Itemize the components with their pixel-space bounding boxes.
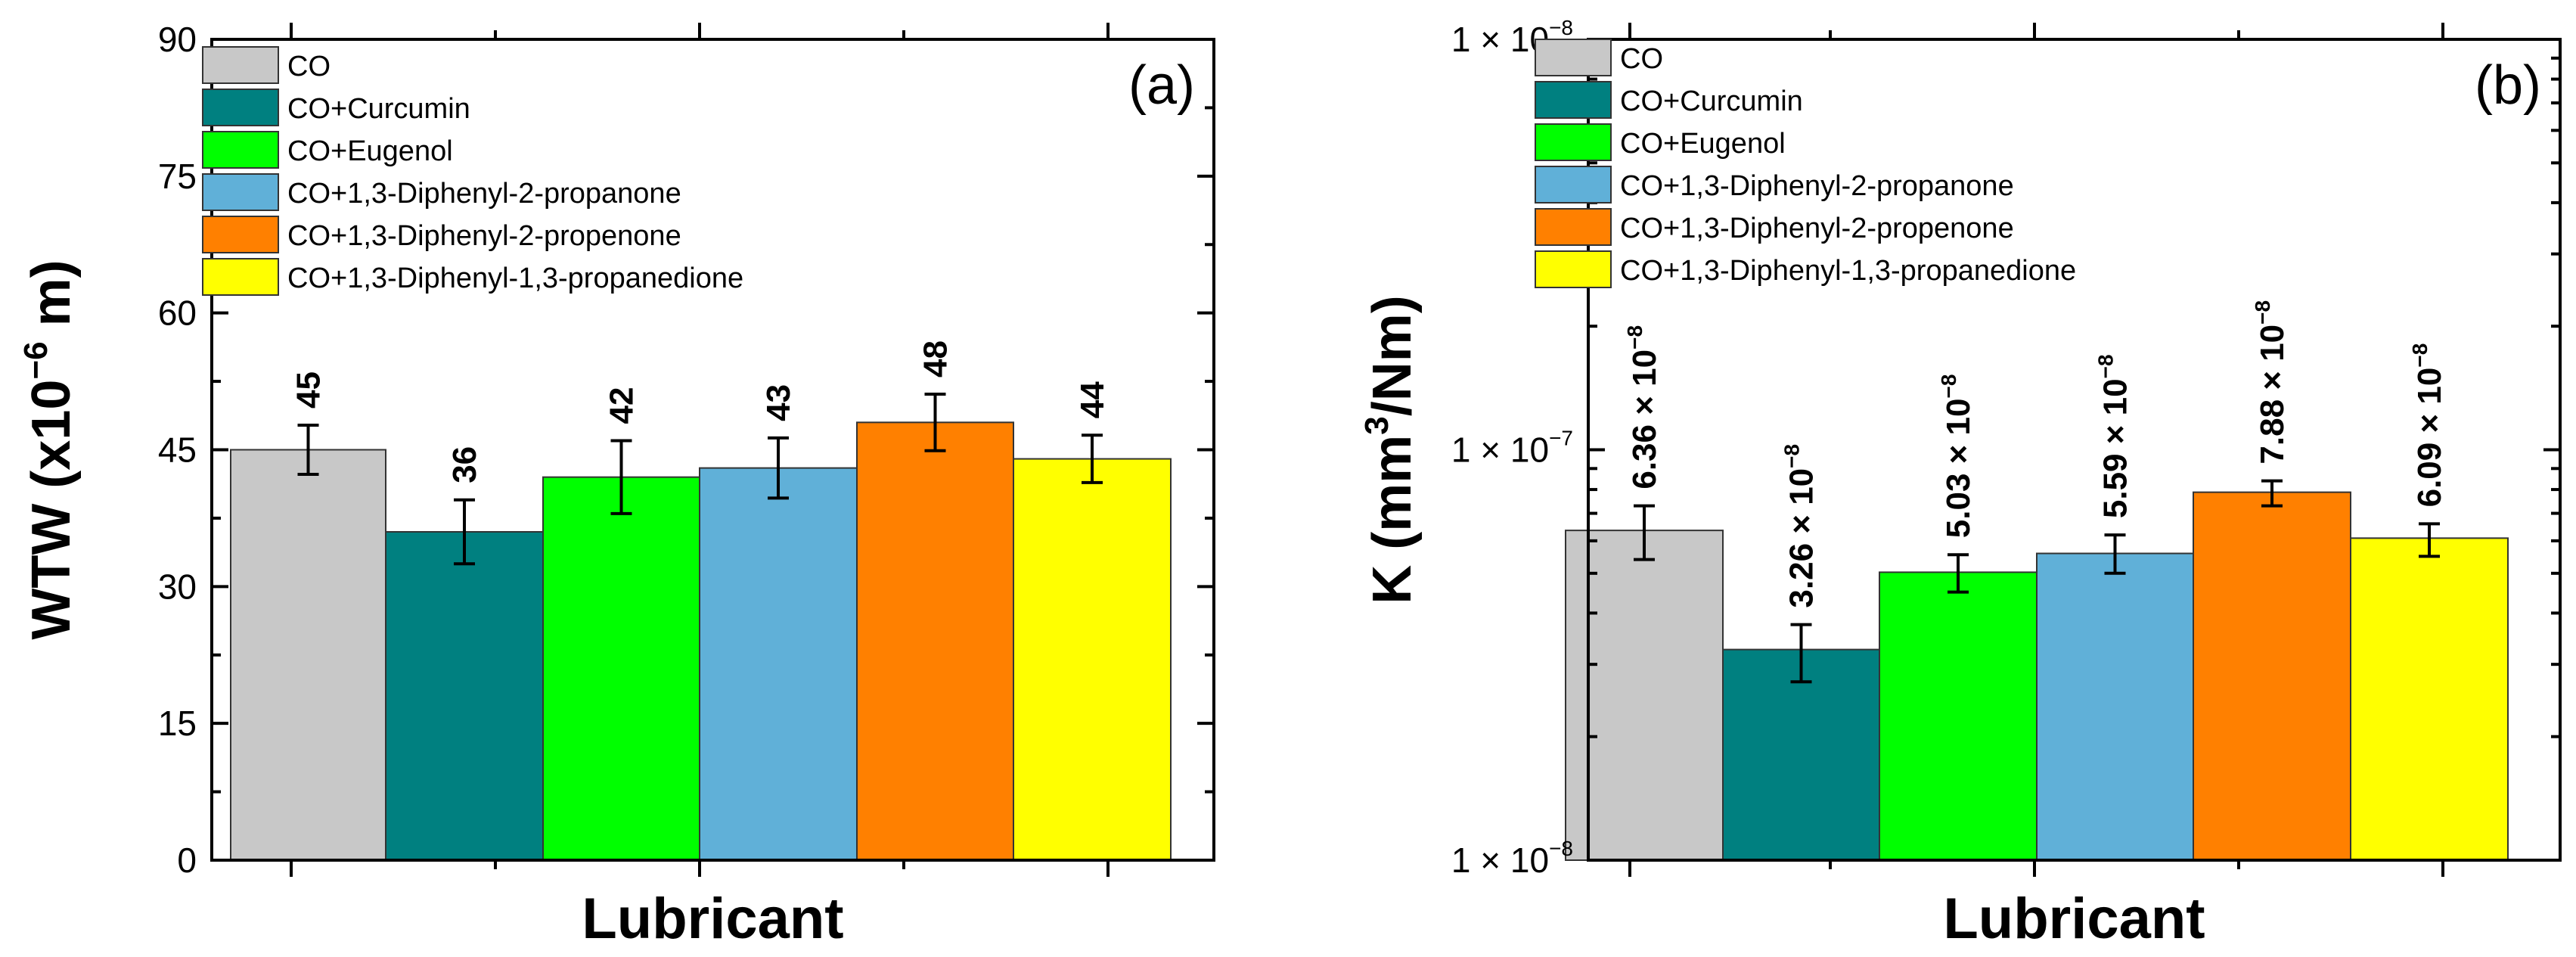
chart-panel-a: 45 36 42 43 48 44 0 15 30 45 60 75 90 Lubricant WTW (x… — [17, 20, 1215, 951]
bar-value-label-1: 3.26 × 10−8 — [1780, 444, 1820, 608]
x-axis-title: Lubricant — [1943, 887, 2205, 951]
y-tick-label: 90 — [158, 20, 197, 59]
y-tick-label: 45 — [158, 430, 197, 470]
chart-panel-b: 6.36 × 10−8 3.26 × 10−8 5.03 × 10−8 5.59 × … — [1358, 16, 2562, 951]
error-bar-2 — [1948, 553, 1969, 594]
legend-label-3: CO+1,3-Diphenyl-2-propanone — [1620, 170, 2014, 202]
x-axis-title: Lubricant — [582, 887, 843, 951]
bar-1 — [385, 531, 544, 861]
legend: CO CO+Curcumin CO+Eugenol CO+1,3-Diphenyl-2… — [1535, 39, 2076, 288]
bar-value-label-3: 5.59 × 10−8 — [2094, 354, 2134, 518]
bar-4 — [2193, 491, 2351, 861]
error-bar-3 — [2104, 533, 2126, 575]
legend-swatch-1 — [1535, 81, 1612, 119]
legend-label-4: CO+1,3-Diphenyl-2-propenone — [1620, 213, 2014, 244]
panel-label: (a) — [1128, 55, 1195, 116]
bar-1 — [1722, 648, 1880, 862]
legend-swatch-5 — [202, 258, 279, 296]
bar-value-label-2: 5.03 × 10−8 — [1937, 374, 1977, 539]
bar-value-label-2: 42 — [604, 387, 641, 424]
bar-value-label-0: 6.36 × 10−8 — [1623, 325, 1663, 489]
legend-label-1: CO+Curcumin — [287, 93, 470, 125]
y-tick-label: 15 — [158, 704, 197, 743]
bar-2 — [1879, 571, 2038, 861]
legend-label-0: CO — [1620, 43, 1663, 75]
bar-value-label-4: 7.88 × 10−8 — [2251, 300, 2291, 465]
bar-value-label-5: 6.09 × 10−8 — [2408, 343, 2448, 508]
error-bar-0 — [297, 423, 319, 477]
y-tick-label: 1 × 10−7 — [1451, 427, 1573, 470]
legend-swatch-0 — [1535, 39, 1612, 76]
legend: CO CO+Curcumin CO+Eugenol CO+1,3-Diphenyl-2… — [202, 46, 743, 296]
y-tick-label: 1 × 10−8 — [1451, 16, 1573, 59]
bar-value-label-5: 44 — [1074, 381, 1111, 418]
bar-0 — [230, 449, 386, 861]
bar-value-label-1: 36 — [446, 446, 483, 483]
panel-label: (b) — [2475, 55, 2541, 116]
error-bar-0 — [1634, 504, 1655, 561]
bar-3 — [699, 467, 858, 861]
legend-swatch-2 — [1535, 123, 1612, 161]
legend-label-5: CO+1,3-Diphenyl-1,3-propanedione — [1620, 255, 2076, 287]
legend-swatch-4 — [202, 216, 279, 253]
legend-swatch-5 — [1535, 250, 1612, 288]
bar-5 — [2350, 537, 2509, 861]
legend-label-2: CO+Eugenol — [287, 135, 453, 167]
bar-3 — [2036, 552, 2194, 862]
error-bar-1 — [1790, 623, 1812, 684]
error-bar-3 — [768, 436, 789, 500]
error-bar-2 — [610, 439, 632, 515]
bar-value-label-3: 43 — [760, 384, 797, 421]
legend-swatch-3 — [202, 173, 279, 211]
legend-label-3: CO+1,3-Diphenyl-2-propanone — [287, 178, 681, 210]
y-tick-label: 75 — [158, 157, 197, 196]
y-axis-title: WTW (x10−6 m) — [17, 259, 82, 639]
legend-swatch-0 — [202, 46, 279, 84]
bar-4 — [856, 421, 1014, 861]
error-bar-5 — [2419, 522, 2440, 558]
y-tick-label: 0 — [177, 840, 197, 880]
error-bar-5 — [1082, 433, 1103, 484]
error-bar-4 — [924, 392, 946, 452]
legend-label-1: CO+Curcumin — [1620, 85, 1803, 117]
legend-swatch-3 — [1535, 166, 1612, 204]
bar-2 — [542, 476, 700, 862]
legend-label-5: CO+1,3-Diphenyl-1,3-propanedione — [287, 263, 743, 294]
legend-swatch-2 — [202, 131, 279, 169]
legend-swatch-1 — [202, 89, 279, 126]
y-tick-label: 60 — [158, 294, 197, 333]
y-axis-title: K (mm3/Nm) — [1358, 295, 1423, 604]
legend-label-4: CO+1,3-Diphenyl-2-propenone — [287, 220, 681, 252]
legend-label-2: CO+Eugenol — [1620, 128, 1786, 160]
bar-value-label-4: 48 — [917, 340, 954, 378]
error-bar-1 — [454, 498, 475, 566]
bar-0 — [1565, 530, 1724, 861]
bar-5 — [1013, 458, 1172, 861]
y-tick-label: 1 × 10−8 — [1451, 837, 1573, 880]
legend-label-0: CO — [287, 51, 331, 82]
y-tick-label: 30 — [158, 567, 197, 606]
error-bar-4 — [2261, 479, 2283, 508]
bar-value-label-0: 45 — [290, 371, 327, 409]
legend-swatch-4 — [1535, 208, 1612, 246]
